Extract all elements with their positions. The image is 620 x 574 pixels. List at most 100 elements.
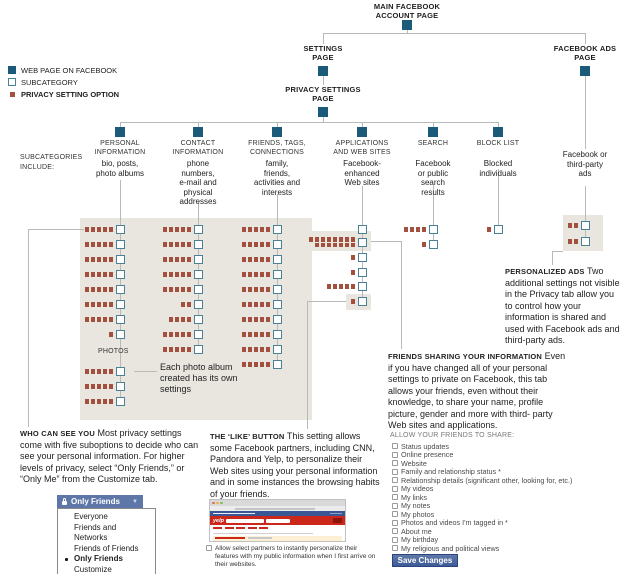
subcategory-square <box>193 225 203 234</box>
privacy-option-dot <box>338 237 344 242</box>
privacy-option-dot <box>241 272 247 277</box>
privacy-dropdown-button[interactable]: Only Friends ▼ <box>57 495 143 508</box>
dropdown-option[interactable]: Friends of Friends <box>74 543 139 553</box>
share-item-checkbox[interactable] <box>392 502 398 509</box>
subcategory-square <box>272 300 282 309</box>
share-item-checkbox[interactable] <box>392 443 398 450</box>
privacy-option-dot <box>241 362 247 367</box>
partner-checkbox[interactable] <box>206 545 212 551</box>
search-button <box>333 518 342 523</box>
subcategory-square <box>272 270 282 279</box>
privacy-option-row <box>123 267 203 282</box>
privacy-option-dot <box>90 242 96 247</box>
privacy-option-dot <box>96 257 102 262</box>
privacy-option-dot <box>90 257 96 262</box>
dropdown-option[interactable]: Everyone <box>74 512 108 521</box>
privacy-option-dot <box>96 272 102 277</box>
share-item-checkbox[interactable] <box>392 460 398 467</box>
share-item-label: My links <box>401 492 427 502</box>
share-item: My photos <box>392 510 572 519</box>
note-heading: FRIENDS SHARING YOUR INFORMATION <box>388 352 543 361</box>
share-item-label: Photos and videos I'm tagged in * <box>401 518 508 528</box>
privacy-option-dot <box>180 227 186 232</box>
subcategory-square <box>493 225 503 234</box>
privacy-option-dot <box>180 332 186 337</box>
subcategory-square <box>357 297 367 306</box>
privacy-option-dot <box>84 257 90 262</box>
share-item-checkbox[interactable] <box>392 511 398 518</box>
subcategory-square <box>115 270 125 279</box>
privacy-option-row <box>45 327 125 342</box>
privacy-option-dot <box>174 272 180 277</box>
share-item-checkbox[interactable] <box>392 451 398 458</box>
privacy-option-row <box>358 237 438 252</box>
option-dot-icon <box>8 90 16 98</box>
privacy-option-dot <box>174 347 180 352</box>
privacy-option-dot <box>186 302 192 307</box>
partner-personalize-option: Allow select partners to instantly perso… <box>206 545 376 569</box>
column-title: BLOCK LIST <box>476 140 520 147</box>
share-item: About me <box>392 527 572 536</box>
column-contact-information: CONTACT INFORMATION phone numbers, e-mai… <box>158 140 238 207</box>
privacy-option-row <box>287 279 367 294</box>
subcategory-square <box>428 225 438 234</box>
privacy-option-row <box>202 237 282 252</box>
connector <box>433 185 434 244</box>
privacy-option-dot <box>108 242 114 247</box>
share-item-checkbox[interactable] <box>392 468 398 475</box>
dropdown-option[interactable]: Friends and Networks <box>74 522 117 543</box>
privacy-option-dot <box>180 347 186 352</box>
privacy-option-dot <box>108 399 114 404</box>
subcategory-square <box>272 255 282 264</box>
applications-square <box>357 127 367 137</box>
privacy-option-dot <box>186 227 192 232</box>
privacy-option-dot <box>180 302 186 307</box>
share-item-label: My videos <box>401 484 434 494</box>
dropdown-option[interactable]: Customize <box>74 564 112 574</box>
privacy-option-dot <box>320 242 326 247</box>
subcategory-square <box>115 300 125 309</box>
share-item-checkbox[interactable] <box>392 519 398 526</box>
connector <box>28 229 29 427</box>
privacy-option-dot <box>338 242 344 247</box>
connector <box>585 186 586 242</box>
subcategory-square <box>357 282 367 291</box>
highlight-row <box>213 535 342 541</box>
lock-icon <box>62 497 67 505</box>
connector <box>552 251 563 252</box>
privacy-option-dot <box>567 223 573 228</box>
share-item: Status updates <box>392 442 572 451</box>
save-changes-button[interactable]: Save Changes <box>392 554 458 567</box>
privacy-option-dot <box>108 257 114 262</box>
privacy-option-dot <box>253 332 259 337</box>
privacy-option-dot <box>102 242 108 247</box>
ads-page-square <box>580 66 590 76</box>
search-box <box>226 518 265 523</box>
privacy-option-dot <box>174 332 180 337</box>
privacy-option-dot <box>241 227 247 232</box>
privacy-option-dot <box>162 287 168 292</box>
dropdown-option[interactable]: Only Friends <box>58 554 155 565</box>
privacy-option-dot <box>247 272 253 277</box>
note-body: This setting allows some Facebook partne… <box>210 431 380 499</box>
column-title: SEARCH <box>417 140 449 147</box>
subcategory-square <box>272 285 282 294</box>
privacy-option-dot <box>253 347 259 352</box>
subcategory-square <box>193 285 203 294</box>
share-item-checkbox[interactable] <box>392 536 398 543</box>
share-item-checkbox[interactable] <box>392 485 398 492</box>
privacy-option-dot <box>96 369 102 374</box>
connector <box>401 241 402 349</box>
privacy-option-dot <box>90 272 96 277</box>
share-item-checkbox[interactable] <box>392 477 398 484</box>
privacy-option-dot <box>162 347 168 352</box>
search-square <box>428 127 438 137</box>
share-item-checkbox[interactable] <box>392 528 398 535</box>
privacy-option-row <box>45 312 125 327</box>
privacy-option-dot <box>326 284 332 289</box>
share-item-checkbox[interactable] <box>392 545 398 552</box>
privacy-option-row <box>45 364 125 379</box>
share-item-checkbox[interactable] <box>392 494 398 501</box>
privacy-option-dot <box>186 317 192 322</box>
connector <box>120 122 498 123</box>
